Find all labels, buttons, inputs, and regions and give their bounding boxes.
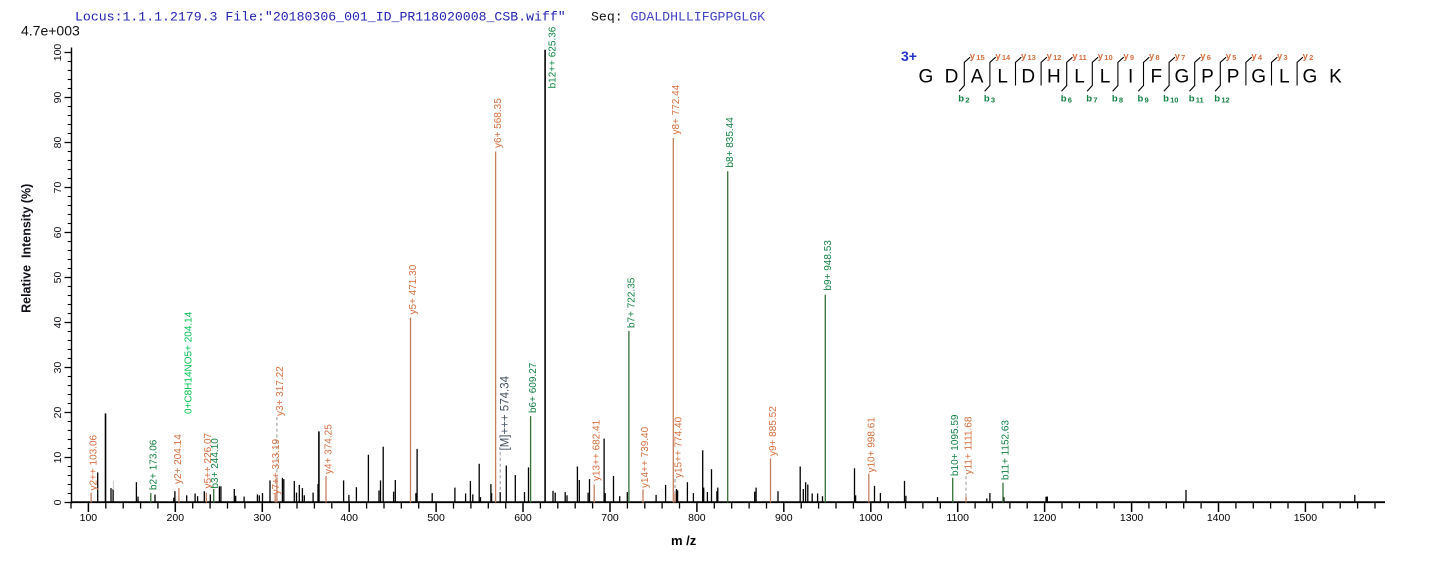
svg-text:b9+ 948.53: b9+ 948.53 [823, 240, 834, 291]
svg-text:40: 40 [52, 317, 64, 329]
svg-text:y12: y12 [1047, 51, 1062, 62]
svg-text:y2+ 204.14: y2+ 204.14 [173, 434, 184, 484]
svg-text:b8: b8 [1112, 94, 1123, 105]
svg-text:y6+ 568.35: y6+ 568.35 [493, 98, 504, 148]
svg-text:400: 400 [340, 512, 358, 524]
svg-text:b10+ 1095.59: b10+ 1095.59 [950, 414, 961, 476]
svg-text:y8+ 772.44: y8+ 772.44 [671, 84, 682, 134]
svg-text:y4+ 374.25: y4+ 374.25 [324, 424, 335, 474]
svg-text:200: 200 [167, 512, 185, 524]
svg-text:b7+ 722.35: b7+ 722.35 [626, 277, 637, 328]
svg-text:20: 20 [52, 407, 64, 419]
svg-text:y11+ 1111.68: y11+ 1111.68 [964, 416, 975, 474]
svg-text:K: K [1329, 67, 1342, 88]
svg-text:Relative Intensity (%): Relative Intensity (%) [20, 184, 34, 313]
svg-text:70: 70 [52, 182, 64, 194]
svg-text:60: 60 [52, 227, 64, 239]
svg-text:y7++ 313.19: y7++ 313.19 [271, 438, 282, 494]
svg-text:b12: b12 [1214, 94, 1229, 105]
svg-text:b2+ 173.06: b2+ 173.06 [149, 439, 160, 490]
svg-text:[M]+++ 574.34: [M]+++ 574.34 [499, 375, 511, 450]
svg-text:800: 800 [688, 512, 706, 524]
svg-text:D: D [945, 67, 959, 88]
svg-text:y3+ 317.22: y3+ 317.22 [275, 366, 286, 416]
svg-text:b11+ 1152.63: b11+ 1152.63 [1001, 420, 1012, 480]
svg-text:10: 10 [52, 452, 64, 464]
svg-text:y4: y4 [1251, 51, 1262, 62]
svg-text:b3: b3 [984, 94, 995, 105]
svg-text:30: 30 [52, 362, 64, 374]
svg-text:b7: b7 [1086, 94, 1097, 105]
svg-text:0+C8H14NO5+ 204.14: 0+C8H14NO5+ 204.14 [183, 311, 194, 414]
svg-text:700: 700 [601, 512, 619, 524]
svg-text:m /z: m /z [671, 533, 697, 548]
svg-text:y9+ 885.52: y9+ 885.52 [768, 406, 779, 456]
svg-text:b9: b9 [1138, 94, 1149, 105]
svg-text:GDALDHLLIFGPPGLGK: GDALDHLLIFGPPGLGK [631, 10, 766, 25]
svg-text:100: 100 [52, 44, 64, 62]
svg-text:y15++ 774.40: y15++ 774.40 [673, 416, 684, 478]
svg-text:y2++ 103.06: y2++ 103.06 [89, 434, 100, 490]
svg-text:L: L [1279, 67, 1290, 88]
svg-text:P: P [1201, 67, 1214, 88]
svg-text:Locus:1.1.1.2179.3 File:"20180: Locus:1.1.1.2179.3 File:"20180306_001_ID… [75, 10, 566, 25]
svg-text:A: A [971, 67, 984, 88]
svg-text:1100: 1100 [946, 512, 969, 524]
svg-text:L: L [997, 67, 1008, 88]
svg-text:3+: 3+ [901, 48, 917, 64]
svg-text:P: P [1227, 67, 1240, 88]
svg-text:b12++ 625.36: b12++ 625.36 [548, 26, 559, 88]
svg-text:300: 300 [254, 512, 272, 524]
svg-text:D: D [1021, 67, 1035, 88]
svg-text:y11: y11 [1072, 51, 1086, 62]
svg-text:900: 900 [775, 512, 793, 524]
svg-text:1200: 1200 [1033, 512, 1057, 524]
svg-text:G: G [1303, 67, 1318, 88]
svg-text:100: 100 [80, 512, 98, 524]
svg-text:G: G [919, 67, 934, 88]
svg-text:y10: y10 [1098, 51, 1113, 62]
svg-text:L: L [1074, 67, 1085, 88]
svg-text:y15: y15 [970, 51, 985, 62]
svg-text:L: L [1100, 67, 1111, 88]
svg-text:y14: y14 [995, 51, 1011, 62]
svg-text:b8+ 835.44: b8+ 835.44 [725, 117, 736, 168]
svg-text:y13++ 682.41: y13++ 682.41 [592, 419, 603, 481]
svg-text:Seq:: Seq: [591, 10, 623, 25]
svg-text:50: 50 [52, 272, 64, 284]
svg-text:F: F [1150, 67, 1162, 88]
svg-text:600: 600 [514, 512, 532, 524]
svg-text:y5+ 471.30: y5+ 471.30 [408, 264, 419, 314]
svg-text:I: I [1128, 67, 1133, 88]
svg-text:500: 500 [427, 512, 445, 524]
svg-text:b11: b11 [1189, 94, 1204, 105]
svg-text:G: G [1251, 67, 1266, 88]
svg-text:b6+ 609.27: b6+ 609.27 [528, 362, 539, 413]
svg-text:H: H [1047, 67, 1061, 88]
svg-text:1400: 1400 [1207, 512, 1231, 524]
svg-text:b6: b6 [1061, 94, 1072, 105]
svg-text:90: 90 [52, 92, 64, 104]
svg-text:y5++ 226.07: y5++ 226.07 [203, 432, 214, 488]
svg-text:b3+ 244.10: b3+ 244.10 [210, 438, 221, 489]
svg-text:0: 0 [52, 499, 64, 505]
svg-text:4.7e+003: 4.7e+003 [21, 23, 80, 39]
svg-text:y13: y13 [1021, 51, 1036, 62]
svg-text:80: 80 [52, 137, 64, 149]
svg-text:b2: b2 [958, 94, 969, 105]
svg-text:b10: b10 [1163, 94, 1178, 105]
svg-text:y14++ 739.40: y14++ 739.40 [640, 426, 651, 488]
svg-text:G: G [1175, 67, 1190, 88]
svg-text:1300: 1300 [1120, 512, 1144, 524]
svg-text:y10+ 998.61: y10+ 998.61 [866, 417, 877, 473]
svg-text:1500: 1500 [1294, 512, 1318, 524]
svg-text:1000: 1000 [859, 512, 883, 524]
